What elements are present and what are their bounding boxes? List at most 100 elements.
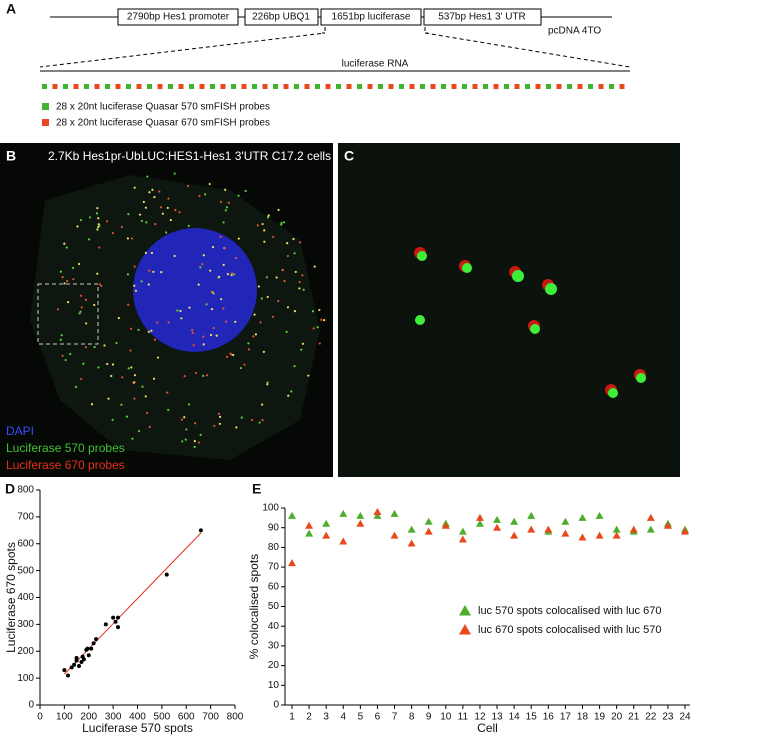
probe bbox=[483, 84, 488, 89]
vector-label: pcDNA 4TO bbox=[548, 26, 601, 37]
point bbox=[510, 517, 519, 525]
spot bbox=[191, 329, 194, 332]
legend-swatch bbox=[42, 119, 49, 126]
spot bbox=[130, 327, 133, 330]
spot bbox=[156, 356, 160, 359]
spot bbox=[266, 295, 269, 299]
spot bbox=[72, 278, 75, 281]
x-tick-label: 200 bbox=[80, 712, 97, 723]
spot bbox=[194, 371, 197, 375]
spot bbox=[267, 214, 270, 217]
probe bbox=[94, 84, 100, 89]
point bbox=[458, 527, 467, 535]
spot bbox=[250, 418, 254, 422]
point bbox=[116, 625, 120, 630]
x-tick-label: 19 bbox=[594, 712, 606, 723]
spot bbox=[82, 362, 85, 365]
spot bbox=[148, 191, 151, 194]
spot bbox=[277, 208, 280, 212]
spot bbox=[283, 280, 286, 283]
spot bbox=[120, 225, 123, 228]
box bbox=[320, 8, 422, 26]
point bbox=[424, 527, 433, 535]
spot bbox=[205, 374, 209, 377]
spot bbox=[218, 415, 222, 418]
spot bbox=[79, 219, 82, 222]
spot bbox=[300, 348, 303, 351]
probe bbox=[399, 84, 404, 89]
panel-label: A bbox=[6, 1, 16, 17]
probe bbox=[157, 84, 163, 89]
spot bbox=[224, 209, 227, 212]
point bbox=[475, 519, 484, 527]
spot bbox=[153, 338, 157, 341]
spot bbox=[256, 224, 259, 227]
probe bbox=[420, 84, 425, 89]
spot bbox=[147, 330, 150, 333]
legend-marker bbox=[459, 605, 471, 616]
y-axis-title: Luciferase 670 spots bbox=[4, 542, 18, 653]
probe bbox=[115, 84, 121, 89]
x-tick-label: 23 bbox=[662, 712, 674, 723]
point bbox=[441, 521, 450, 529]
spot bbox=[169, 218, 172, 222]
probe bbox=[462, 84, 467, 89]
spot bbox=[252, 335, 255, 338]
probe bbox=[262, 84, 268, 89]
spot bbox=[320, 318, 323, 321]
point bbox=[339, 537, 348, 545]
spot bbox=[106, 362, 109, 366]
spot bbox=[98, 246, 101, 249]
spot bbox=[115, 341, 118, 345]
spot bbox=[217, 412, 221, 415]
spot bbox=[237, 194, 240, 197]
x-tick-label: 700 bbox=[202, 712, 219, 723]
point bbox=[578, 513, 587, 521]
spot bbox=[201, 262, 204, 266]
probe bbox=[619, 84, 625, 89]
spot bbox=[271, 315, 275, 318]
spot bbox=[144, 206, 147, 209]
spot bbox=[88, 216, 92, 219]
x-tick-label: 12 bbox=[474, 712, 486, 723]
spot bbox=[225, 206, 229, 209]
spot bbox=[202, 374, 205, 377]
spot bbox=[140, 219, 143, 223]
spot bbox=[95, 212, 99, 215]
point bbox=[681, 527, 689, 535]
spot bbox=[167, 197, 170, 200]
x-tick-label: 100 bbox=[56, 712, 73, 723]
spot bbox=[301, 342, 305, 345]
spot bbox=[187, 224, 190, 227]
point bbox=[646, 525, 655, 533]
spot bbox=[286, 254, 289, 258]
spot bbox=[298, 287, 301, 290]
point bbox=[85, 646, 90, 651]
x-tick-label: 7 bbox=[392, 712, 398, 723]
y-tick-label: 100 bbox=[17, 673, 34, 684]
probe bbox=[609, 84, 614, 89]
spot bbox=[59, 338, 62, 341]
point bbox=[103, 622, 108, 627]
point bbox=[116, 615, 120, 620]
spot bbox=[286, 241, 289, 245]
spot bbox=[307, 374, 310, 377]
spot bbox=[240, 416, 243, 419]
y-tick-label: 60 bbox=[268, 581, 280, 592]
spot bbox=[145, 221, 148, 224]
x-tick-label: 15 bbox=[526, 712, 538, 723]
spot bbox=[234, 320, 237, 323]
spot bbox=[294, 270, 297, 274]
spot bbox=[197, 441, 201, 444]
point bbox=[390, 531, 399, 539]
spot bbox=[59, 270, 63, 273]
probe bbox=[220, 84, 226, 89]
spot bbox=[126, 273, 130, 276]
point bbox=[81, 657, 86, 662]
spot bbox=[150, 251, 154, 255]
spot bbox=[105, 220, 109, 223]
spot bbox=[150, 329, 153, 332]
probe bbox=[525, 84, 530, 89]
spot bbox=[56, 308, 60, 311]
rna-label: luciferase RNA bbox=[342, 59, 409, 70]
